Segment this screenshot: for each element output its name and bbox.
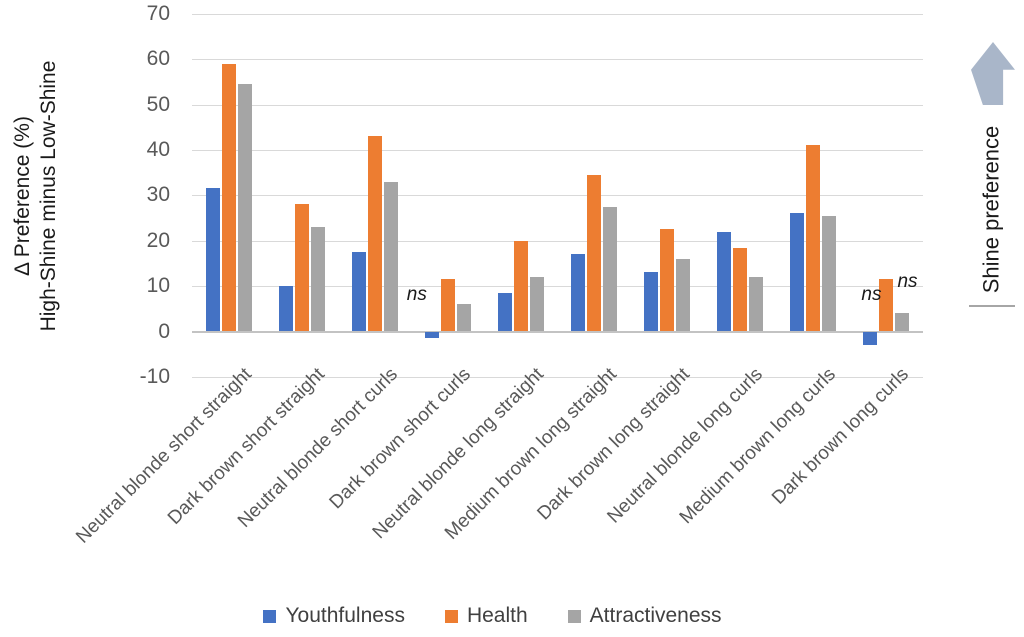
bar-attractiveness xyxy=(310,227,325,332)
y-tick-label: 20 xyxy=(146,228,170,252)
shine-preference-divider xyxy=(969,305,1015,307)
bar-attractiveness xyxy=(456,304,471,332)
bar-youthfulness xyxy=(790,213,805,332)
x-axis-line xyxy=(192,330,923,333)
gridline xyxy=(192,13,923,15)
bar-health xyxy=(587,174,602,332)
bar-health xyxy=(221,63,236,332)
ns-annotation: ns xyxy=(406,283,427,305)
bar-health xyxy=(294,204,309,332)
ns-annotation: ns xyxy=(897,270,918,292)
gridline xyxy=(192,104,923,106)
y-axis-title: Δ Preference (%) High-Shine minus Low-Sh… xyxy=(10,6,62,386)
legend-label: Health xyxy=(466,604,528,627)
legend-label: Attractiveness xyxy=(589,604,722,627)
y-tick-label: 50 xyxy=(146,92,170,116)
y-tick-label: -10 xyxy=(139,364,170,388)
gridline xyxy=(192,59,923,61)
legend-swatch-icon xyxy=(263,609,277,623)
bar-youthfulness xyxy=(644,272,659,332)
bar-health xyxy=(806,145,821,332)
bar-health xyxy=(879,279,894,332)
bar-attractiveness xyxy=(603,206,618,332)
bar-attractiveness xyxy=(822,215,837,332)
y-tick-label: 0 xyxy=(158,319,170,343)
bar-youthfulness xyxy=(278,286,293,332)
legend-item-youthfulness: Youthfulness xyxy=(263,604,405,628)
gridline xyxy=(192,376,923,378)
chart-legend: Youthfulness Health Attractiveness xyxy=(0,604,985,628)
bar-health xyxy=(513,240,528,332)
bar-health xyxy=(733,247,748,332)
y-tick-label: 40 xyxy=(146,137,170,161)
legend-swatch-icon xyxy=(444,609,458,623)
y-tick-label: 30 xyxy=(146,183,170,207)
bar-youthfulness xyxy=(205,188,220,332)
bar-youthfulness xyxy=(863,331,878,346)
y-axis-title-line2: High-Shine minus Low-Shine xyxy=(37,60,60,332)
gridline xyxy=(192,240,923,242)
y-tick-label: 60 xyxy=(146,47,170,71)
bar-attractiveness xyxy=(676,258,691,332)
legend-swatch-icon xyxy=(567,609,581,623)
bar-health xyxy=(660,229,675,332)
bar-youthfulness xyxy=(424,331,439,339)
bar-attractiveness xyxy=(529,277,544,332)
bar-attractiveness xyxy=(749,277,764,332)
bar-attractiveness xyxy=(895,313,910,332)
shine-preference-label: Shine preference xyxy=(978,125,1004,294)
bar-attractiveness xyxy=(237,84,252,332)
bar-youthfulness xyxy=(497,292,512,332)
bar-attractiveness xyxy=(383,181,398,332)
gridline xyxy=(192,286,923,288)
shine-preference-up-arrow-icon xyxy=(971,42,1015,105)
legend-item-attractiveness: Attractiveness xyxy=(567,604,722,628)
legend-item-health: Health xyxy=(444,604,528,628)
y-tick-label: 10 xyxy=(146,274,170,298)
bar-youthfulness xyxy=(717,231,732,332)
y-axis-title-line1: Δ Preference (%) xyxy=(11,116,34,276)
y-tick-label: 70 xyxy=(146,1,170,25)
bar-youthfulness xyxy=(351,252,366,332)
ns-annotation: ns xyxy=(861,283,882,305)
gridline xyxy=(192,149,923,151)
legend-label: Youthfulness xyxy=(285,604,405,627)
bar-health xyxy=(367,136,382,332)
bar-youthfulness xyxy=(571,254,586,332)
bar-health xyxy=(440,279,455,332)
gridline xyxy=(192,195,923,197)
